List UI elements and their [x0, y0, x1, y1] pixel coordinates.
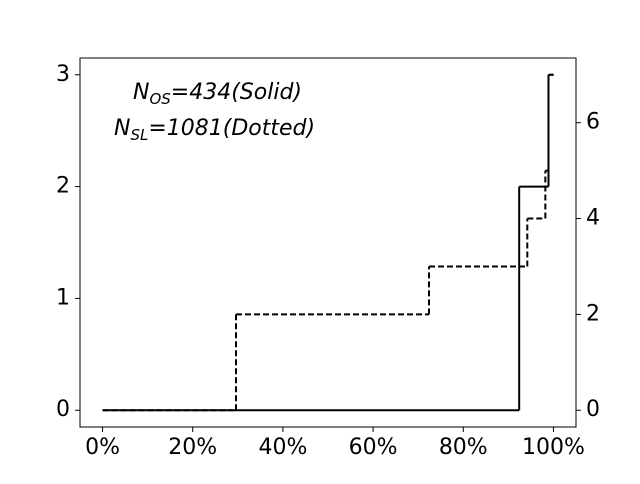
annotation-sub: SL	[130, 126, 148, 144]
x-tick-label: 20%	[168, 435, 217, 460]
y-tick-label: 0	[56, 397, 70, 422]
annotation-rest: =1081(Dotted)	[148, 116, 315, 141]
x-tick-label: 40%	[258, 435, 307, 460]
y2-tick-label: 6	[586, 110, 600, 135]
y2-tick-label: 0	[586, 397, 600, 422]
annotation-rest: =434(Solid)	[171, 80, 302, 105]
y-tick-label: 3	[56, 62, 70, 87]
annotation: NOS=434(Solid)	[133, 80, 302, 108]
x-tick-label: 100%	[522, 435, 585, 460]
y-tick-label: 2	[56, 174, 70, 199]
plot-frame	[79, 57, 577, 428]
x-tick-label: 0%	[85, 435, 120, 460]
annotation-main: N	[133, 80, 149, 105]
annotation-sub: OS	[149, 90, 171, 108]
y2-tick-label: 4	[586, 206, 600, 231]
annotation: NSL=1081(Dotted)	[114, 116, 315, 144]
x-tick-label: 80%	[439, 435, 488, 460]
annotation-main: N	[114, 116, 130, 141]
y2-tick-label: 2	[586, 301, 600, 326]
y-tick-label: 1	[56, 285, 70, 310]
x-tick-label: 60%	[349, 435, 398, 460]
